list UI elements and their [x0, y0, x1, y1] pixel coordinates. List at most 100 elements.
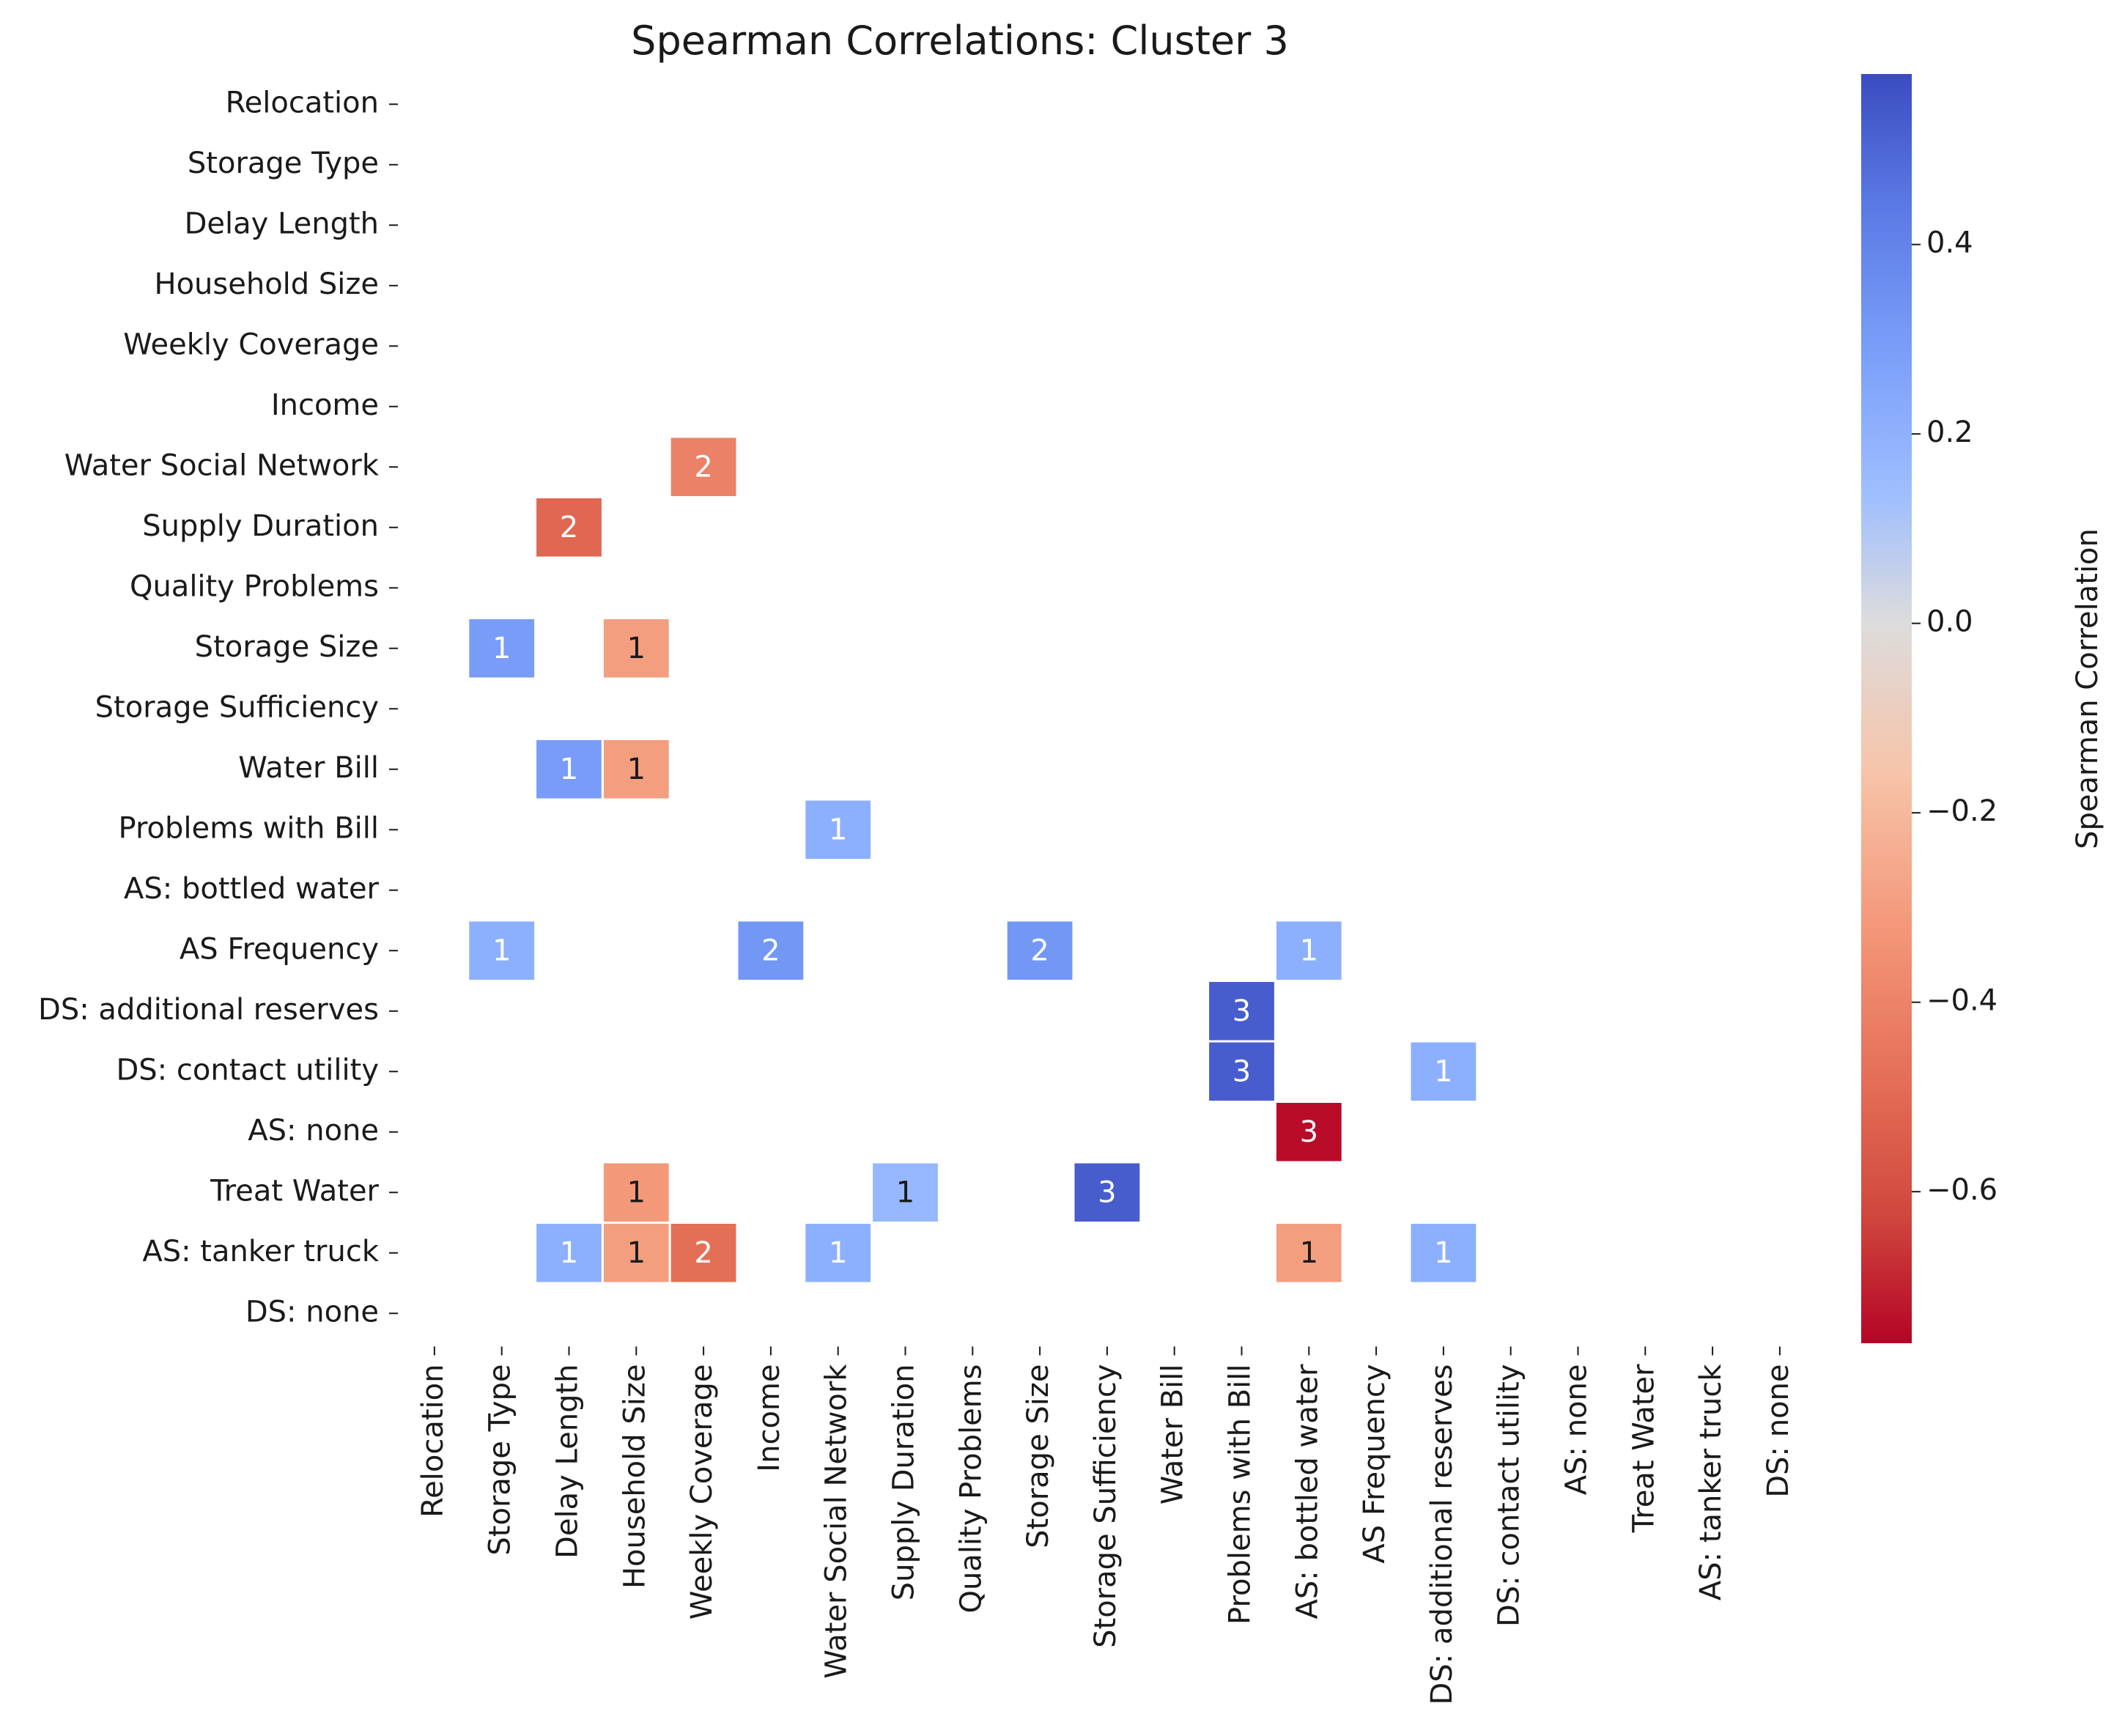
- row-label: Quality Problems: [130, 569, 379, 603]
- heatmap-cell: [1408, 1040, 1479, 1103]
- row-label: DS: none: [245, 1295, 379, 1329]
- heatmap-cell: [1408, 1222, 1479, 1285]
- cell-annotation: 2: [761, 934, 780, 967]
- col-label: Water Bill: [1156, 1364, 1190, 1505]
- cell-annotation: 3: [1232, 1054, 1251, 1088]
- row-label: Income: [271, 388, 379, 422]
- colorbar-tick-label: −0.6: [1926, 1173, 1997, 1207]
- col-label: DS: contact utility: [1493, 1364, 1526, 1628]
- cell-annotation: 1: [627, 1236, 646, 1270]
- heatmap-cell: [871, 1161, 940, 1224]
- row-label: Supply Duration: [142, 509, 379, 543]
- row-label: Storage Sufficiency: [95, 690, 379, 724]
- heatmap-cell: [467, 617, 537, 680]
- heatmap-cell: [1274, 1222, 1344, 1285]
- cell-annotation: 1: [627, 632, 646, 665]
- heatmap-cell: [1207, 1040, 1276, 1103]
- cell-annotation: 3: [1232, 994, 1251, 1028]
- row-labels: Relocation Storage Type Delay Length Househ…: [38, 86, 398, 1329]
- heatmap-cell: [668, 1222, 739, 1285]
- colorbar-tick-label: 0.2: [1926, 415, 1973, 449]
- row-label: DS: additional reserves: [38, 993, 379, 1027]
- heatmap-cell: [1072, 1161, 1142, 1224]
- col-label: Relocation: [416, 1364, 450, 1518]
- col-label: DS: additional reserves: [1425, 1364, 1459, 1705]
- cell-annotation: 1: [560, 1236, 578, 1270]
- row-label: Delay Length: [185, 207, 379, 240]
- chart-title: Spearman Correlations: Cluster 3: [631, 18, 1289, 64]
- col-label: Treat Water: [1627, 1364, 1660, 1533]
- heatmap-cell: [1005, 919, 1075, 982]
- row-label: Storage Size: [195, 630, 379, 664]
- heatmap-cell: [534, 738, 604, 801]
- row-label: AS Frequency: [180, 932, 379, 966]
- colorbar-gradient: [1861, 74, 1912, 1343]
- heatmap-cell: [1274, 1101, 1344, 1164]
- row-label: Water Bill: [238, 751, 379, 785]
- col-label: Delay Length: [551, 1364, 585, 1559]
- cell-annotation: 1: [1434, 1054, 1452, 1088]
- cell-annotation: 1: [627, 753, 646, 786]
- col-label: Income: [753, 1364, 786, 1472]
- colorbar-tick-label: −0.4: [1926, 984, 1997, 1018]
- cell-annotation: 1: [560, 753, 578, 786]
- colorbar-ticks: 0.4 0.2 0.0 −0.2 −0.4 −0.6: [1912, 226, 1997, 1207]
- cell-annotation: 2: [694, 450, 712, 484]
- col-label: AS Frequency: [1358, 1364, 1392, 1564]
- col-label: Storage Type: [484, 1364, 517, 1556]
- row-label: AS: bottled water: [124, 872, 380, 906]
- heatmap-cell: [803, 798, 873, 861]
- colorbar-label: Spearman Correlation: [2071, 528, 2104, 849]
- cell-annotation: 1: [492, 632, 511, 665]
- row-label: AS: none: [248, 1114, 379, 1148]
- row-label: Weekly Coverage: [123, 328, 379, 361]
- heatmap-cell: [1207, 980, 1276, 1043]
- cell-annotation: 2: [1030, 934, 1049, 967]
- colorbar: 0.4 0.2 0.0 −0.2 −0.4 −0.6 Spearman Correlati…: [1861, 74, 2104, 1343]
- cell-annotation: 2: [560, 511, 578, 544]
- row-label: Relocation: [226, 86, 379, 119]
- row-label: Storage Type: [188, 147, 379, 180]
- col-labels: Relocation Storage Type Delay Length Househ…: [416, 1346, 1795, 1705]
- row-label: AS: tanker truck: [142, 1235, 379, 1268]
- col-label: Storage Size: [1021, 1364, 1055, 1548]
- cell-annotation: 1: [829, 813, 847, 846]
- cell-annotation: 2: [694, 1236, 712, 1270]
- col-label: Water Social Network: [820, 1364, 854, 1679]
- heatmap-cell: [601, 617, 671, 680]
- row-label: Water Social Network: [64, 448, 380, 482]
- col-label: AS: tanker truck: [1694, 1364, 1728, 1600]
- col-label: AS: bottled water: [1290, 1364, 1324, 1619]
- col-label: Storage Sufficiency: [1089, 1364, 1123, 1648]
- heatmap-cell: [736, 919, 806, 982]
- heatmap-cell: [601, 738, 671, 801]
- col-label: Problems with Bill: [1224, 1364, 1257, 1625]
- heatmap-cell: [601, 1222, 671, 1285]
- heatmap-cell: [668, 435, 739, 498]
- cell-annotation: 1: [492, 934, 511, 967]
- col-label: Quality Problems: [954, 1364, 988, 1614]
- col-label: Household Size: [618, 1364, 651, 1589]
- col-label: Supply Duration: [887, 1364, 921, 1601]
- heatmap-cell: [601, 1161, 671, 1224]
- col-label: AS: none: [1560, 1364, 1594, 1496]
- cell-annotation: 1: [1434, 1236, 1452, 1270]
- heatmap-cell: [803, 1222, 873, 1285]
- col-label: DS: none: [1762, 1364, 1795, 1498]
- heatmap-cells: 2 2 1 1 1 1 1 1 2 2 1 3 3 1 3 1 1 3 1 1 2 1 1 1: [467, 435, 1479, 1285]
- cell-annotation: 1: [627, 1175, 646, 1209]
- colorbar-tick-label: 0.4: [1926, 226, 1973, 260]
- cell-annotation: 1: [1300, 934, 1318, 967]
- row-label: DS: contact utility: [116, 1053, 379, 1087]
- colorbar-tick-label: −0.2: [1926, 794, 1997, 828]
- cell-annotation: 3: [1098, 1175, 1116, 1209]
- cell-annotation: 3: [1300, 1115, 1318, 1149]
- heatmap-cell: [1274, 919, 1344, 982]
- cell-annotation: 1: [1300, 1236, 1318, 1270]
- heatmap-cell: [534, 496, 604, 559]
- cell-annotation: 1: [829, 1236, 847, 1270]
- row-label: Problems with Bill: [119, 811, 379, 845]
- colorbar-tick-label: 0.0: [1926, 605, 1973, 639]
- heatmap-cell: [467, 919, 537, 982]
